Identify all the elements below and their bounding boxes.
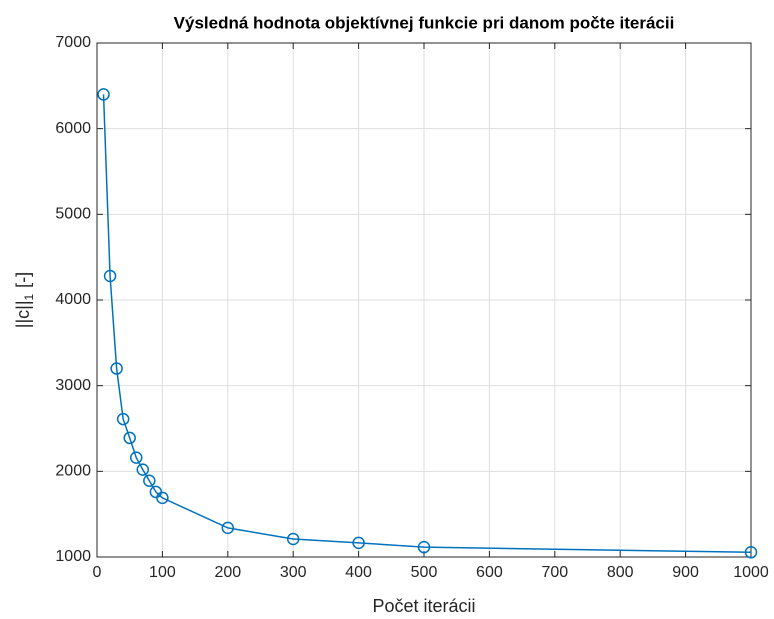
- marker: [123, 431, 136, 445]
- x-tick-label: 700: [541, 564, 568, 581]
- x-tick-label: 1000: [733, 564, 769, 581]
- marker: [116, 412, 130, 426]
- y-label-suffix: [-]: [13, 272, 33, 288]
- marker: [744, 546, 758, 559]
- marker: [352, 536, 365, 550]
- y-axis-label: ||c||1 [-]: [13, 272, 36, 328]
- x-tick-label: 900: [672, 564, 699, 581]
- x-tick-label: 0: [93, 564, 102, 581]
- marker: [417, 540, 431, 554]
- x-tick-label: 300: [280, 564, 307, 581]
- y-label-sub: 1: [22, 293, 36, 300]
- y-tick-label: 4000: [55, 291, 91, 308]
- marker: [110, 362, 123, 375]
- y-tick-label: 7000: [55, 34, 91, 51]
- y-tick-label: 6000: [55, 120, 91, 137]
- y-tick-label: 1000: [55, 548, 91, 565]
- y-tick-label: 3000: [55, 377, 91, 394]
- y-tick-label: 2000: [55, 463, 91, 480]
- marker: [97, 88, 110, 101]
- x-axis-label: Počet iterácii: [372, 596, 475, 616]
- x-tick-label: 200: [214, 564, 241, 581]
- marker: [136, 463, 150, 476]
- x-tick-label: 600: [476, 564, 503, 581]
- x-tick-label: 400: [345, 564, 372, 581]
- y-tick-label: 5000: [55, 206, 91, 223]
- y-axis-label-text: ||c||1 [-]: [13, 272, 36, 328]
- x-tick-label: 800: [607, 564, 634, 581]
- axes-box: [96, 42, 752, 558]
- marker: [221, 521, 235, 535]
- marker: [129, 451, 143, 464]
- series-line: [102, 94, 752, 554]
- marker: [156, 491, 169, 505]
- y-label-main: ||c||: [13, 300, 33, 328]
- marker: [103, 269, 117, 283]
- marker: [286, 532, 300, 546]
- marker: [143, 474, 156, 488]
- x-tick-label: 100: [149, 564, 176, 581]
- x-tick-label: 500: [411, 564, 438, 581]
- chart-title: Výsledná hodnota objektívnej funkcie pri…: [174, 13, 675, 32]
